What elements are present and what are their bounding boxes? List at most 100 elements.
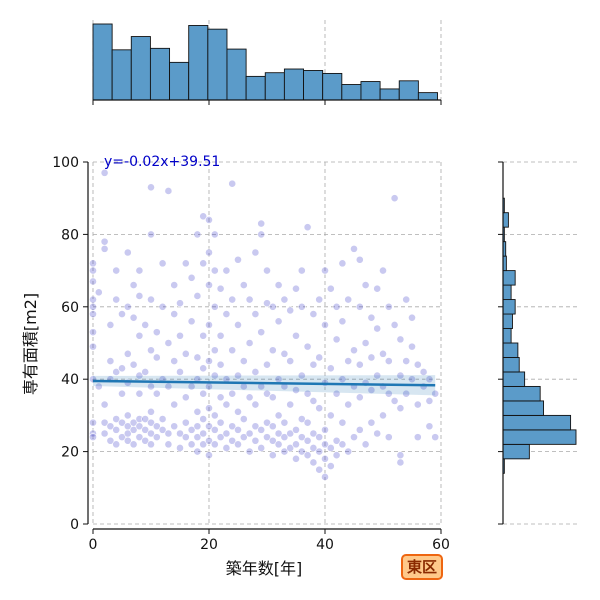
scatter-point [106,357,115,365]
scatter-point [187,425,196,434]
scatter-point [396,458,405,467]
scatter-point [413,433,422,442]
scatter-point [309,429,318,438]
scatter-point [361,339,370,347]
scatter-point [309,444,318,452]
scatter-point [205,320,213,329]
right-hist-bar [502,342,519,358]
scatter-point [286,444,295,452]
y-tick-label: 40 [61,372,79,388]
scatter-point [431,433,440,442]
scatter-point [210,230,219,239]
scatter-point [181,433,190,442]
scatter-point [234,425,242,434]
scatter-point [112,295,121,304]
scatter-point [379,411,387,420]
right-marginal-histogram [498,161,580,525]
scatter-point [135,415,144,423]
scatter-point [147,418,155,427]
scatter-point [303,342,312,351]
top-hist-bar [322,72,343,101]
scatter-point [315,404,324,413]
regression-line [92,379,436,387]
scatter-point [210,425,219,434]
scatter-point [141,425,150,434]
scatter-point [245,429,254,438]
scatter-point [193,407,202,416]
scatter-point [205,422,213,431]
scatter-point [170,281,179,289]
scatter-point [228,389,237,398]
scatter-point [147,183,155,192]
scatter-point [112,368,121,376]
scatter-point [164,339,173,347]
scatter-point [170,310,179,318]
scatter-point [118,433,126,442]
scatter-point [402,389,411,398]
scatter-point [199,331,208,340]
scatter-point [100,429,109,438]
scatter-point [205,248,213,257]
scatter-point [263,418,271,427]
scatter-point [123,248,132,257]
scatter-point [239,281,248,289]
x-tick-label: 0 [89,537,98,553]
scatter-point [367,313,376,322]
scatter-point [89,433,97,442]
scatter-point [228,346,237,355]
top-hist-bar [130,36,151,101]
scatter-point [390,397,399,405]
scatter-point [373,324,382,333]
x-tick-label: 60 [432,537,450,553]
scatter-point [309,397,318,405]
scatter-point [222,266,231,275]
scatter-point [210,266,219,275]
scatter-point [216,284,225,293]
scatter-point [431,389,440,398]
scatter-point [147,346,155,355]
scatter-point [355,255,364,264]
scatter-point [355,425,364,434]
scatter-point [303,436,312,445]
scatter-point [280,349,289,358]
scatter-point [135,331,144,340]
scatter-point [199,429,208,438]
scatter-point [112,266,121,275]
scatter-point [89,302,97,311]
scatter-point [112,415,121,423]
scatter-point [152,422,161,431]
scatter-point [129,360,138,369]
scatter-point [170,422,179,431]
scatter-point [413,360,422,369]
scatter-point [326,364,335,373]
scatter-point [228,436,237,445]
scatter-point [222,400,231,409]
x-axis-label: 築年数[年] [226,559,303,578]
scatter-point [199,389,208,398]
scatter-point [164,429,173,438]
scatter-point [112,440,121,449]
scatter-point [205,436,213,445]
y-tick-label: 80 [61,227,79,243]
top-hist-bar [92,23,113,101]
scatter-point [205,404,213,413]
scatter-point [292,331,300,340]
scatter-point [158,415,167,423]
scatter-point [384,357,393,365]
scatter-point [239,415,248,423]
scatter-point [234,320,242,329]
scatter-point [158,259,167,268]
scatter-point [292,386,300,394]
scatter-point [210,440,219,449]
scatter-point [332,335,341,344]
scatter-point [129,313,138,322]
scatter-point [164,440,173,449]
scatter-point [216,433,225,442]
scatter-points [89,168,440,481]
scatter-point [315,353,324,362]
right-hist-bar [502,313,513,329]
scatter-point [268,302,277,311]
scatter-point [245,339,254,347]
scatter-point [129,281,138,289]
